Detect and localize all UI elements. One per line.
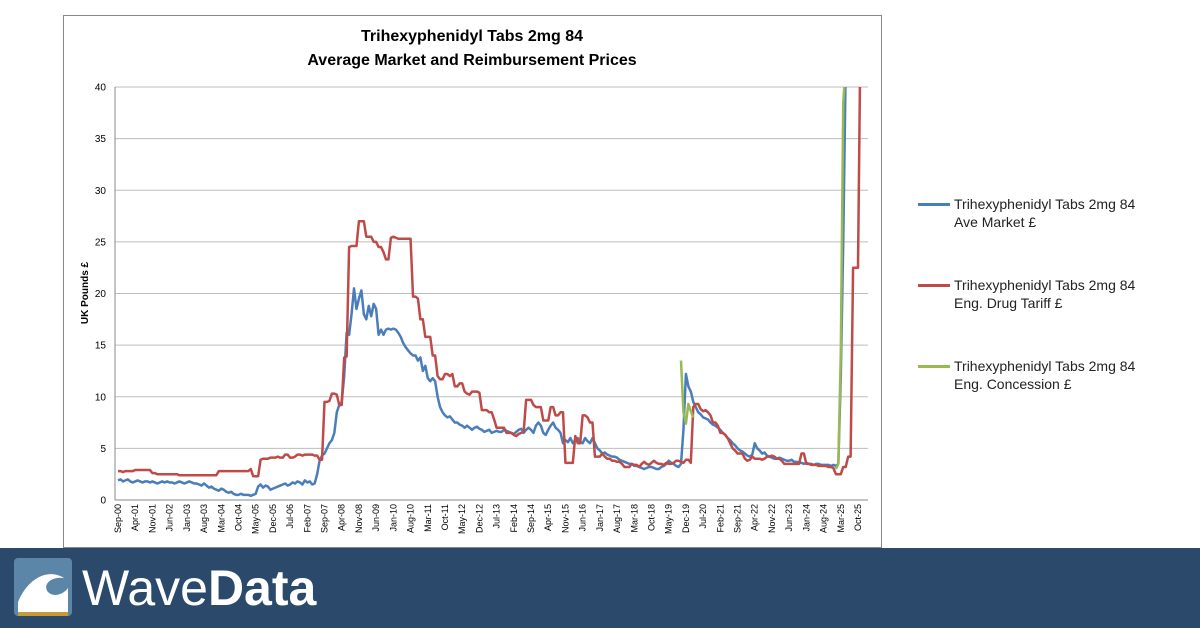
x-tick-label: Mar-18 (629, 504, 639, 533)
x-tick-label: Nov-08 (354, 504, 364, 533)
x-tick-label: Jul-06 (285, 504, 295, 529)
y-tick-label: 20 (95, 289, 107, 300)
series-line (834, 87, 846, 470)
legend-label: Trihexyphenidyl Tabs 2mg 84 Eng. Concess… (954, 358, 1136, 392)
legend-item: Trihexyphenidyl Tabs 2mg 84 Eng. Drug Ta… (918, 276, 1148, 312)
x-tick-label: Nov-01 (147, 504, 157, 533)
x-tick-label: Apr-01 (130, 504, 140, 531)
x-tick-label: Aug-03 (199, 504, 209, 533)
x-tick-label: Sep-21 (733, 504, 743, 533)
y-tick-label: 40 (95, 83, 107, 94)
legend-label: Trihexyphenidyl Tabs 2mg 84 Eng. Drug Ta… (954, 277, 1136, 311)
x-tick-label: Sep-14 (526, 504, 536, 533)
legend-swatch (918, 365, 950, 368)
legend-label: Trihexyphenidyl Tabs 2mg 84 Ave Market £ (954, 196, 1136, 230)
x-tick-label: Mar-04 (216, 504, 226, 533)
y-tick-label: 10 (95, 392, 107, 403)
logo-icon (14, 558, 72, 616)
x-tick-label: Feb-07 (302, 504, 312, 533)
x-tick-label: Apr-22 (750, 504, 760, 531)
brand: WaveData (82, 558, 316, 618)
y-tick-label: 30 (95, 186, 107, 197)
x-tick-label: Oct-18 (646, 504, 656, 531)
x-tick-label: Mar-25 (836, 504, 846, 533)
x-tick-label: Apr-08 (337, 504, 347, 531)
x-tick-label: Dec-12 (474, 504, 484, 533)
x-tick-label: May-05 (251, 504, 261, 534)
x-tick-label: Oct-25 (853, 504, 863, 531)
x-tick-label: Jun-09 (371, 504, 381, 532)
legend-item: Trihexyphenidyl Tabs 2mg 84 Eng. Concess… (918, 357, 1148, 393)
brand-light: Wave (82, 560, 208, 616)
x-tick-label: Oct-11 (440, 504, 450, 530)
x-tick-label: Nov-22 (767, 504, 777, 533)
y-axis-label: UK Pounds £ (80, 261, 91, 324)
x-tick-label: Dec-19 (681, 504, 691, 533)
brand-bold: Data (207, 560, 317, 616)
x-tick-label: Feb-21 (715, 504, 725, 533)
x-tick-label: Sep-07 (320, 504, 330, 533)
x-tick-label: Jun-23 (784, 504, 794, 532)
x-tick-label: Mar-11 (423, 504, 433, 532)
legend-swatch (918, 284, 950, 287)
x-tick-label: May-19 (664, 504, 674, 534)
legend-swatch (918, 203, 950, 206)
x-tick-label: Jul-13 (492, 504, 502, 529)
x-tick-label: Jan-10 (388, 504, 398, 532)
x-tick-label: Jul-20 (698, 504, 708, 529)
y-tick-label: 5 (100, 444, 106, 455)
x-tick-label: Jan-24 (801, 504, 811, 532)
chart-title: Trihexyphenidyl Tabs 2mg 84 (361, 28, 583, 45)
x-tick-label: Jun-16 (578, 504, 588, 532)
y-tick-label: 35 (95, 134, 107, 145)
x-tick-label: Jun-02 (165, 504, 175, 532)
x-tick-label: Jan-03 (182, 504, 192, 532)
chart: Trihexyphenidyl Tabs 2mg 84 Average Mark… (63, 15, 882, 548)
x-tick-label: Jan-17 (595, 504, 605, 532)
y-tick-label: 25 (95, 237, 107, 248)
series-line (679, 360, 695, 425)
chart-subtitle: Average Market and Reimbursement Prices (307, 52, 636, 69)
series-line (118, 87, 862, 478)
x-tick-label: Aug-10 (406, 504, 416, 533)
chart-frame (63, 15, 882, 548)
x-tick-label: Oct-04 (233, 504, 243, 531)
x-tick-label: Sep-00 (113, 504, 123, 533)
y-tick-label: 0 (100, 496, 106, 507)
banner: WaveData (0, 548, 1200, 628)
legend-item: Trihexyphenidyl Tabs 2mg 84 Ave Market £ (918, 195, 1148, 231)
x-tick-label: Feb-14 (509, 504, 519, 533)
x-tick-label: Dec-05 (268, 504, 278, 533)
x-tick-label: Nov-15 (560, 504, 570, 533)
y-tick-label: 15 (95, 341, 107, 352)
x-tick-label: May-12 (457, 504, 467, 534)
x-tick-label: Aug-24 (819, 504, 829, 533)
x-tick-label: Aug-17 (612, 504, 622, 533)
x-tick-label: Apr-15 (543, 504, 553, 531)
